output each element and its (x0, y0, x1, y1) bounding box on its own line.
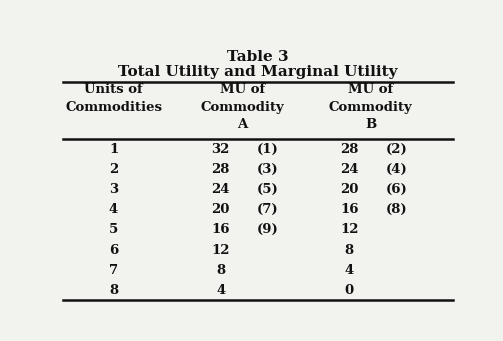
Text: 0: 0 (345, 284, 354, 297)
Text: (6): (6) (385, 183, 407, 196)
Text: 28: 28 (340, 143, 359, 156)
Text: Commodities: Commodities (65, 101, 162, 114)
Text: 1: 1 (109, 143, 118, 156)
Text: (9): (9) (257, 223, 278, 236)
Text: (3): (3) (257, 163, 278, 176)
Text: Units of: Units of (84, 83, 143, 96)
Text: 8: 8 (109, 284, 118, 297)
Text: 24: 24 (340, 163, 359, 176)
Text: 2: 2 (109, 163, 118, 176)
Text: (2): (2) (385, 143, 407, 156)
Text: Total Utility and Marginal Utility: Total Utility and Marginal Utility (118, 65, 397, 79)
Text: 8: 8 (345, 243, 354, 256)
Text: Commodity: Commodity (329, 101, 413, 114)
Text: 24: 24 (211, 183, 230, 196)
Text: Commodity: Commodity (200, 101, 284, 114)
Text: A: A (237, 118, 247, 131)
Text: B: B (365, 118, 376, 131)
Text: 4: 4 (345, 264, 354, 277)
Text: 4: 4 (109, 203, 118, 216)
Text: MU of: MU of (220, 83, 265, 96)
Text: (5): (5) (257, 183, 278, 196)
Text: (7): (7) (257, 203, 278, 216)
Text: 16: 16 (211, 223, 230, 236)
Text: 5: 5 (109, 223, 118, 236)
Text: (1): (1) (257, 143, 278, 156)
Text: MU of: MU of (348, 83, 393, 96)
Text: 4: 4 (216, 284, 225, 297)
Text: 20: 20 (212, 203, 230, 216)
Text: Table 3: Table 3 (227, 50, 289, 64)
Text: 20: 20 (340, 183, 359, 196)
Text: 12: 12 (340, 223, 359, 236)
Text: 28: 28 (212, 163, 230, 176)
Text: 8: 8 (216, 264, 225, 277)
Text: 32: 32 (212, 143, 230, 156)
Text: (8): (8) (385, 203, 407, 216)
Text: 12: 12 (211, 243, 230, 256)
Text: 7: 7 (109, 264, 118, 277)
Text: 6: 6 (109, 243, 118, 256)
Text: 16: 16 (340, 203, 359, 216)
Text: (4): (4) (385, 163, 407, 176)
Text: 3: 3 (109, 183, 118, 196)
